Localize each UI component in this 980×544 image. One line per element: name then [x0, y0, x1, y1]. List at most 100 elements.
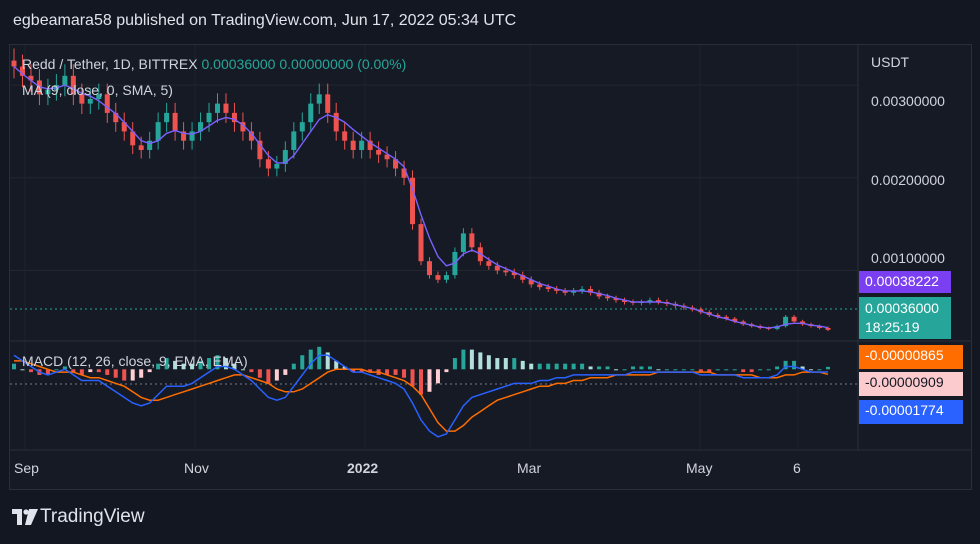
histogram-bar: [495, 358, 500, 370]
histogram-bar: [291, 363, 296, 370]
time-tick-2022: 2022: [347, 460, 379, 476]
candle-body: [282, 149, 288, 164]
histogram-bar: [766, 369, 771, 371]
histogram-bar: [181, 363, 186, 370]
candle-body: [87, 98, 93, 104]
macd-legend[interactable]: MACD (12, 26, close, 9, EMA, EMA): [22, 353, 248, 369]
candle-body: [350, 140, 356, 150]
candle-body: [19, 66, 25, 76]
histogram-bar: [393, 369, 398, 375]
histogram-bar: [215, 355, 220, 370]
candle-body: [359, 140, 365, 150]
ma-legend[interactable]: MA (9, close, 0, SMA, 5): [22, 82, 173, 98]
histogram-bar: [664, 369, 669, 371]
histogram-bar: [469, 349, 474, 370]
histogram-bar: [410, 369, 415, 387]
macd-signal-tag: -0.00001774: [859, 400, 963, 424]
time-tick-mar: Mar: [517, 460, 542, 476]
candle-body: [96, 94, 102, 99]
histogram-bar: [122, 369, 127, 381]
candle-body: [410, 177, 416, 225]
histogram-bar: [478, 352, 483, 370]
candle-body: [503, 270, 509, 273]
macd-line-tag: -0.00000909: [859, 372, 963, 396]
histogram-bar: [88, 369, 93, 373]
candle-body: [299, 122, 305, 132]
publish-header: egbeamara58 published on TradingView.com…: [0, 0, 980, 44]
histogram-bar: [198, 360, 203, 370]
grid-lines: [10, 45, 858, 450]
candle-body: [172, 112, 178, 132]
histogram-bar: [732, 369, 737, 371]
histogram-bar: [240, 369, 245, 371]
histogram-bar: [461, 349, 466, 370]
candle-body: [825, 327, 831, 330]
histogram-bar: [775, 366, 780, 370]
histogram-bar: [809, 369, 814, 371]
ma-value-tag: 0.00038222: [859, 271, 951, 293]
candle-body: [231, 112, 237, 123]
candle-body: [554, 289, 560, 291]
last-price-tag: 0.00036000 18:25:19: [859, 297, 951, 339]
candle-body: [274, 163, 280, 169]
candle-body: [223, 103, 229, 113]
histogram-bar: [113, 369, 118, 378]
histogram-bar: [681, 369, 686, 371]
candle-body: [588, 289, 594, 293]
footer: [0, 492, 980, 544]
candle-body: [79, 94, 85, 104]
chart-frame[interactable]: [9, 44, 972, 490]
candle-body: [511, 272, 517, 276]
histogram-bar: [614, 369, 619, 371]
candle-body: [325, 94, 331, 113]
histogram-bar: [274, 369, 279, 381]
histogram-bar: [698, 369, 703, 373]
candle-body: [494, 265, 500, 271]
histogram-bar: [207, 358, 212, 370]
histogram-bar: [554, 363, 559, 370]
candle-body: [562, 290, 568, 293]
histogram-bar: [164, 358, 169, 370]
candle-body: [308, 103, 314, 123]
candle-body: [791, 316, 797, 322]
histogram-bar: [45, 369, 50, 375]
candle-body: [613, 298, 619, 301]
candle-body: [537, 284, 543, 288]
legend-change: 0.00000000 (0.00%): [279, 56, 407, 72]
candle-body: [198, 122, 204, 132]
histogram-bar: [139, 369, 144, 378]
time-tick-may: May: [686, 460, 713, 476]
candle-body: [28, 75, 34, 81]
candle-body: [647, 300, 653, 302]
histogram-bar: [62, 366, 67, 370]
histogram-bar: [537, 363, 542, 370]
candle-body: [248, 131, 254, 141]
candle-body: [579, 289, 585, 291]
histogram-bar: [385, 369, 390, 375]
candle-body: [715, 314, 721, 317]
ma-line: [13, 65, 829, 329]
candle-body: [138, 145, 144, 150]
histogram-bar: [308, 349, 313, 370]
histogram-bar: [71, 369, 76, 373]
bar-countdown: 18:25:19: [865, 319, 920, 335]
histogram-bar: [444, 369, 449, 373]
candle-body: [257, 140, 263, 160]
histogram-bar: [20, 369, 25, 371]
symbol-legend[interactable]: Redd / Tether, 1D, BITTREX 0.00036000 0.…: [22, 56, 406, 72]
price-tick-2: 0.00200000: [871, 172, 945, 188]
histogram-bar: [190, 363, 195, 370]
histogram-bar: [715, 369, 720, 371]
histogram-bar: [156, 363, 161, 370]
candle-body: [265, 159, 271, 169]
candle-body: [443, 275, 449, 280]
tradingview-logo-icon: [12, 509, 38, 525]
candle-body: [571, 290, 577, 293]
candle-body: [605, 296, 611, 299]
candle-body: [316, 94, 322, 104]
tradingview-brand[interactable]: TradingView: [40, 506, 145, 527]
candle-body: [596, 292, 602, 297]
candle-body: [384, 154, 390, 160]
candle-body: [435, 275, 441, 280]
